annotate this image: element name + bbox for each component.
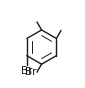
Text: Br: Br	[25, 67, 36, 77]
Text: Br: Br	[21, 66, 32, 76]
